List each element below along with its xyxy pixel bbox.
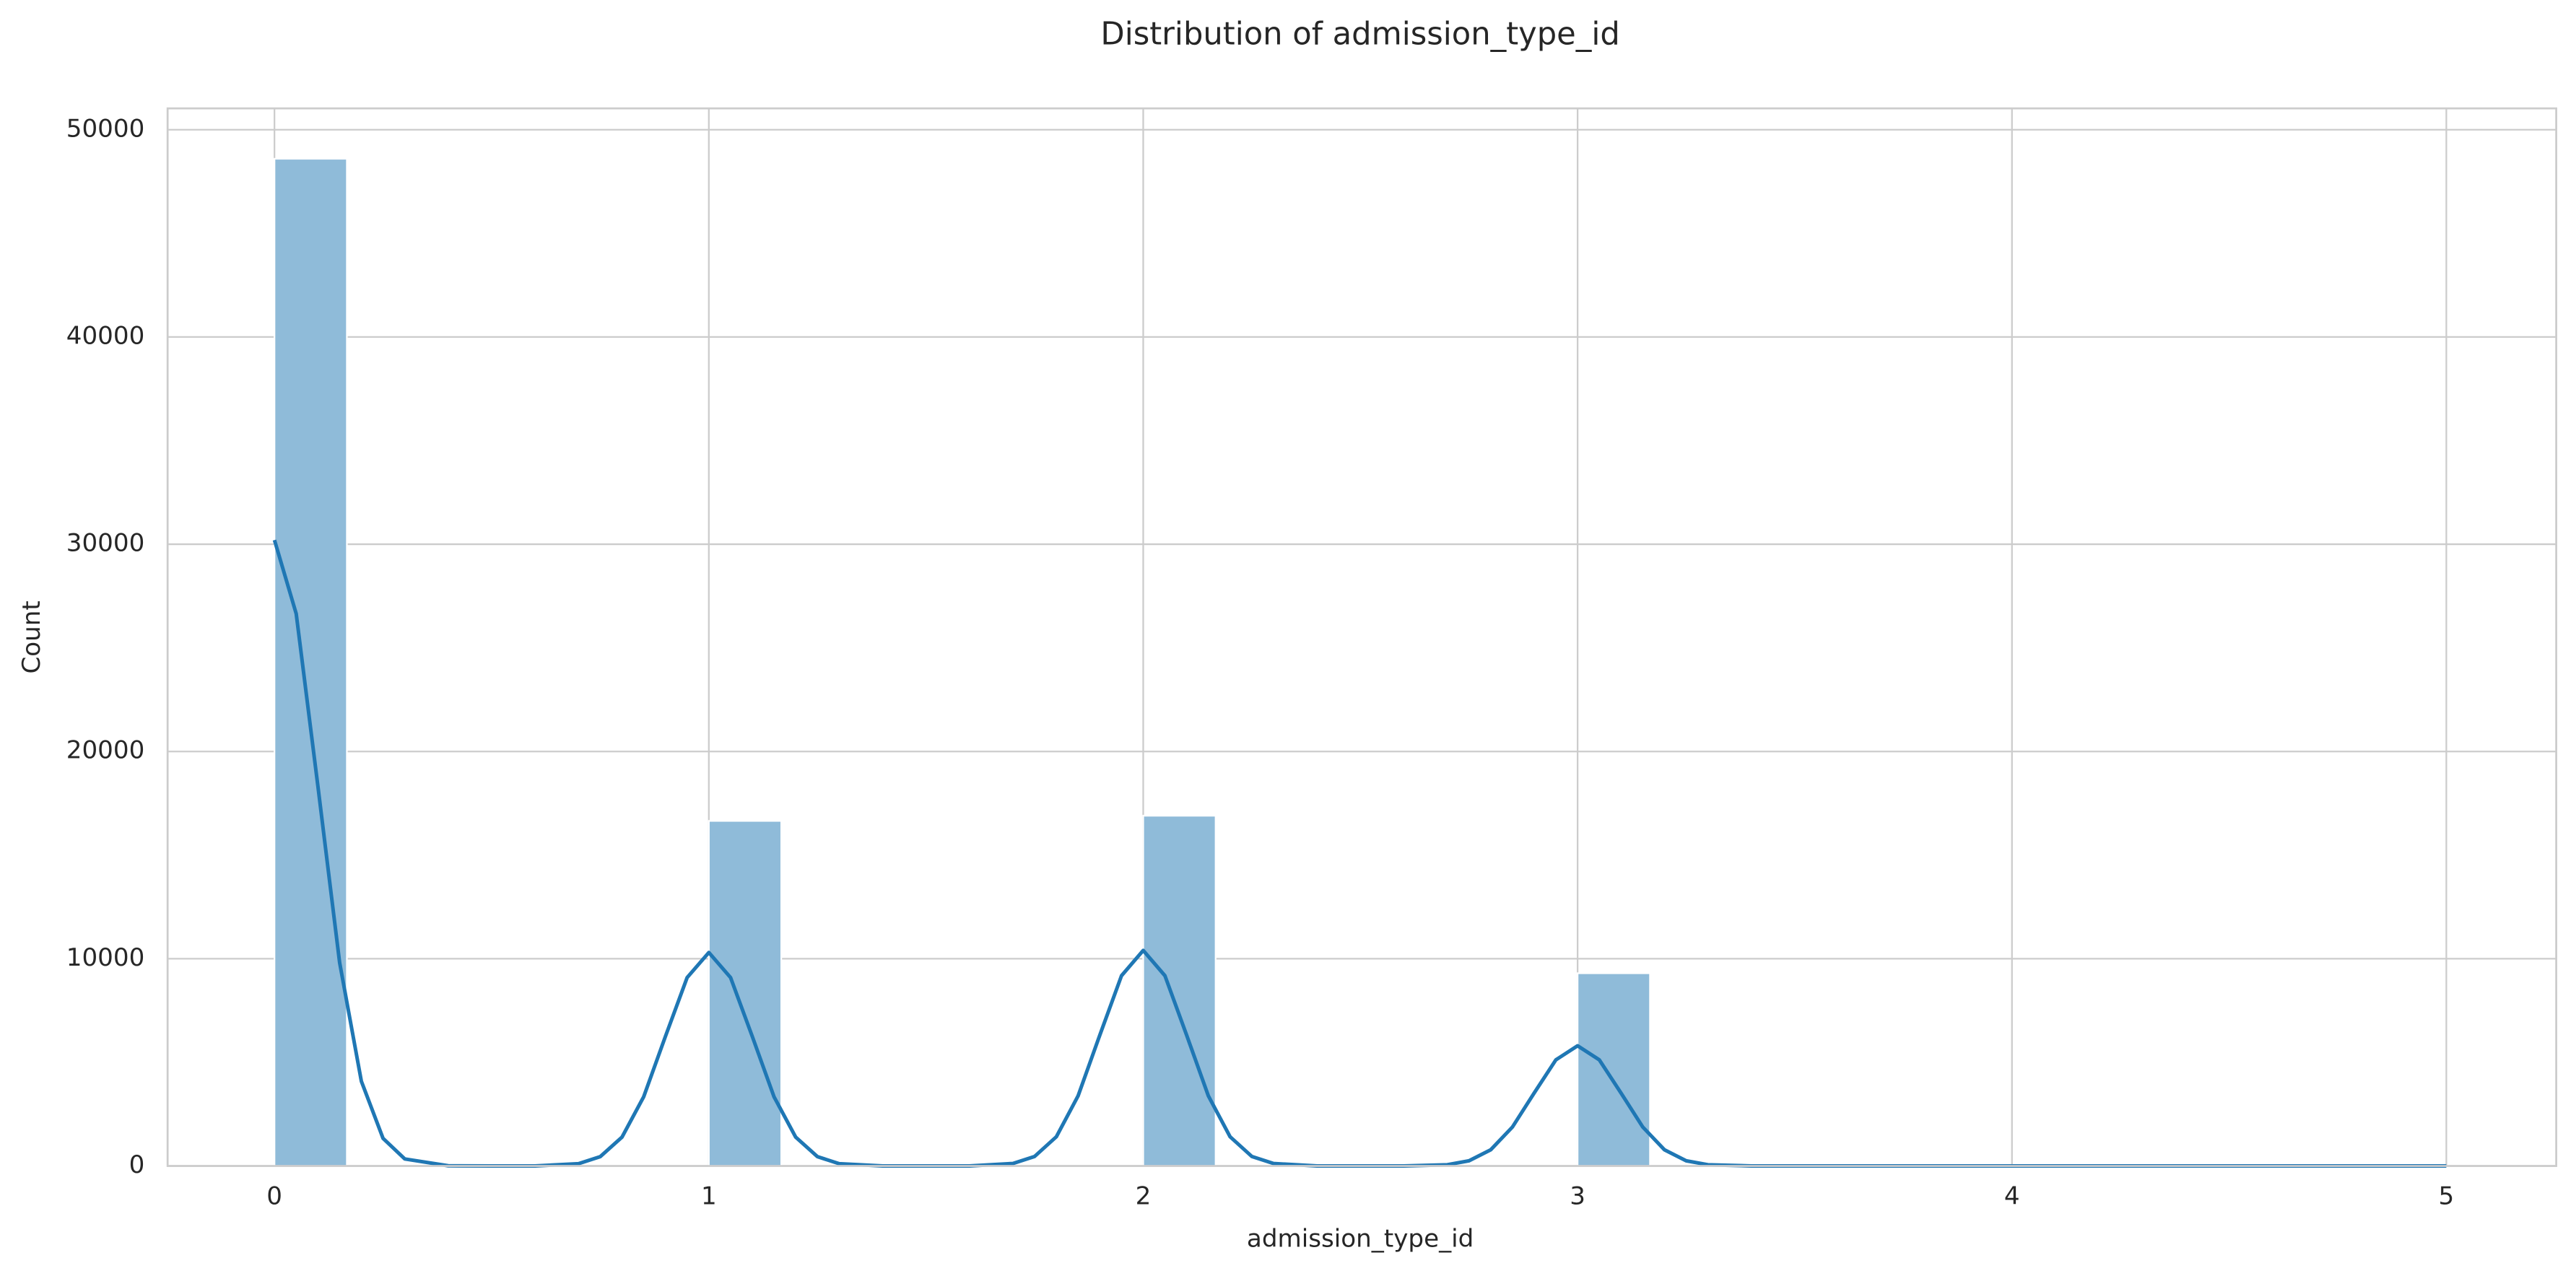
x-tick-label: 1 <box>701 1181 717 1210</box>
bar <box>1576 972 1651 1167</box>
y-tick-label: 0 <box>129 1150 145 1179</box>
x-tick-label: 4 <box>2004 1181 2020 1210</box>
plot-frame <box>166 107 2557 1167</box>
bar <box>708 820 783 1167</box>
x-tick-label: 2 <box>1136 1181 1152 1210</box>
y-tick-label: 20000 <box>66 736 145 765</box>
y-tick-label: 50000 <box>66 114 145 143</box>
bar <box>274 157 348 1167</box>
y-tick-label: 40000 <box>66 321 145 350</box>
y-axis-label: Count <box>17 600 46 673</box>
chart-title: Distribution of admission_type_id <box>1100 17 1619 53</box>
x-tick-label: 3 <box>1570 1181 1585 1210</box>
x-axis-label: admission_type_id <box>1247 1224 1474 1253</box>
kde-line <box>272 539 2447 1168</box>
x-tick-label: 0 <box>266 1181 282 1210</box>
x-tick-label: 5 <box>2439 1181 2455 1210</box>
bar <box>1142 815 1217 1167</box>
y-tick-label: 30000 <box>66 529 145 558</box>
y-tick-label: 10000 <box>66 943 145 972</box>
